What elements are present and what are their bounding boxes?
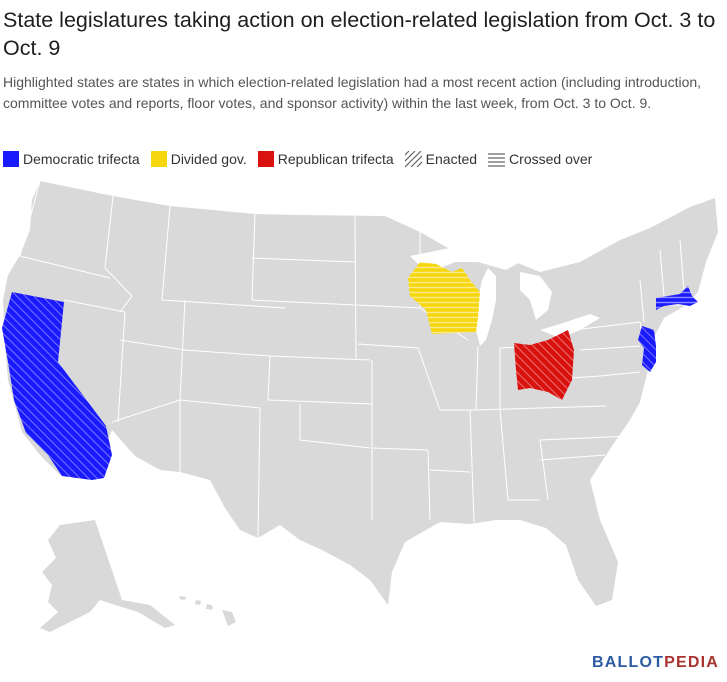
legend-divided[interactable]: Divided gov. (150, 151, 247, 167)
map-title: State legislatures taking action on elec… (3, 8, 716, 60)
legend-enacted-label: Enacted (425, 151, 478, 167)
legend-democratic-label: Democratic trifecta (23, 151, 140, 167)
horizontal-hatch-icon (488, 153, 506, 167)
state-california[interactable] (2, 292, 112, 480)
legend-crossed-label: Crossed over (509, 151, 593, 167)
state-massachusetts[interactable] (656, 286, 698, 310)
us-map (0, 175, 727, 645)
lake-michigan (476, 268, 496, 346)
democratic-swatch (3, 151, 19, 167)
map-subtitle: Highlighted states are states in which e… (3, 74, 702, 111)
lake-superior (410, 244, 520, 270)
legend-democratic[interactable]: Democratic trifecta (3, 151, 140, 167)
legend-republican[interactable]: Republican trifecta (257, 151, 394, 167)
legend-enacted[interactable]: Enacted (404, 151, 478, 167)
state-ohio[interactable] (514, 330, 574, 400)
lake-erie (540, 314, 600, 338)
divided-swatch (150, 151, 167, 167)
diagonal-hatch-icon (404, 151, 422, 167)
legend: Democratic trifecta Divided gov. Republi… (3, 149, 603, 169)
lower48-land (3, 181, 718, 606)
lake-huron (520, 272, 552, 320)
us-map-svg (2, 180, 718, 632)
state-wisconsin[interactable] (408, 262, 480, 334)
legend-republican-label: Republican trifecta (277, 151, 394, 167)
state-borders (19, 180, 700, 539)
legend-divided-label: Divided gov. (170, 151, 247, 167)
alaska (40, 520, 175, 632)
ballotpedia-logo[interactable]: BALLOTPEDIA (592, 654, 719, 671)
republican-swatch (257, 151, 274, 167)
state-new-jersey[interactable] (638, 326, 656, 372)
legend-crossed[interactable]: Crossed over (488, 151, 592, 167)
hawaii (179, 596, 236, 626)
